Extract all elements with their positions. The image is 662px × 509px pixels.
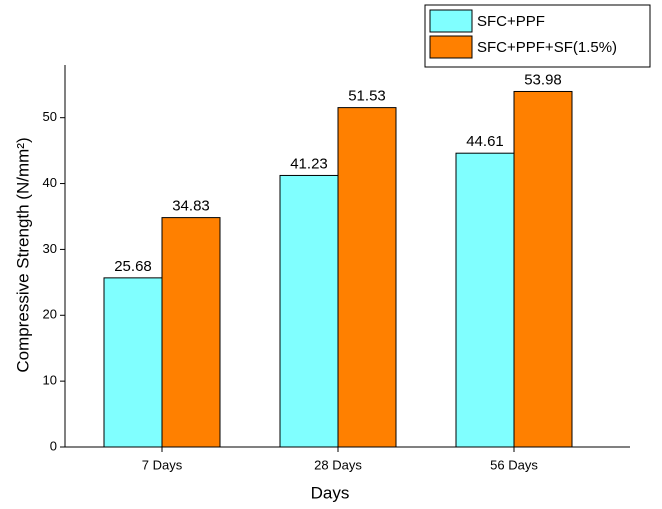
legend-swatch [429,35,473,59]
x-tick-label: 7 Days [142,457,183,472]
y-tick-label: 30 [43,241,57,256]
value-label: 51.53 [348,88,386,105]
y-tick-label: 20 [43,307,57,322]
value-label: 25.68 [114,258,152,275]
x-tick-label: 28 Days [314,457,362,472]
bar [337,107,397,448]
bar [103,277,163,448]
bar [161,217,221,448]
bar [279,174,339,448]
x-tick-label: 56 Days [490,457,538,472]
legend-label: SFC+PPF [477,13,545,30]
value-label: 34.83 [172,198,210,215]
value-label: 41.23 [290,155,328,172]
x-axis-title: Days [311,483,350,502]
y-tick-label: 50 [43,109,57,124]
legend-label: SFC+PPF+SF(1.5%) [477,39,617,56]
y-tick-label: 10 [43,373,57,388]
value-label: 44.61 [466,133,504,150]
legend-swatch [429,9,473,33]
y-axis-title: Compressive Strength (N/mm²) [13,137,32,372]
y-tick-label: 0 [50,438,57,453]
bar [513,90,573,448]
bar [455,152,515,448]
value-label: 53.98 [524,71,562,88]
y-tick-label: 40 [43,175,57,190]
